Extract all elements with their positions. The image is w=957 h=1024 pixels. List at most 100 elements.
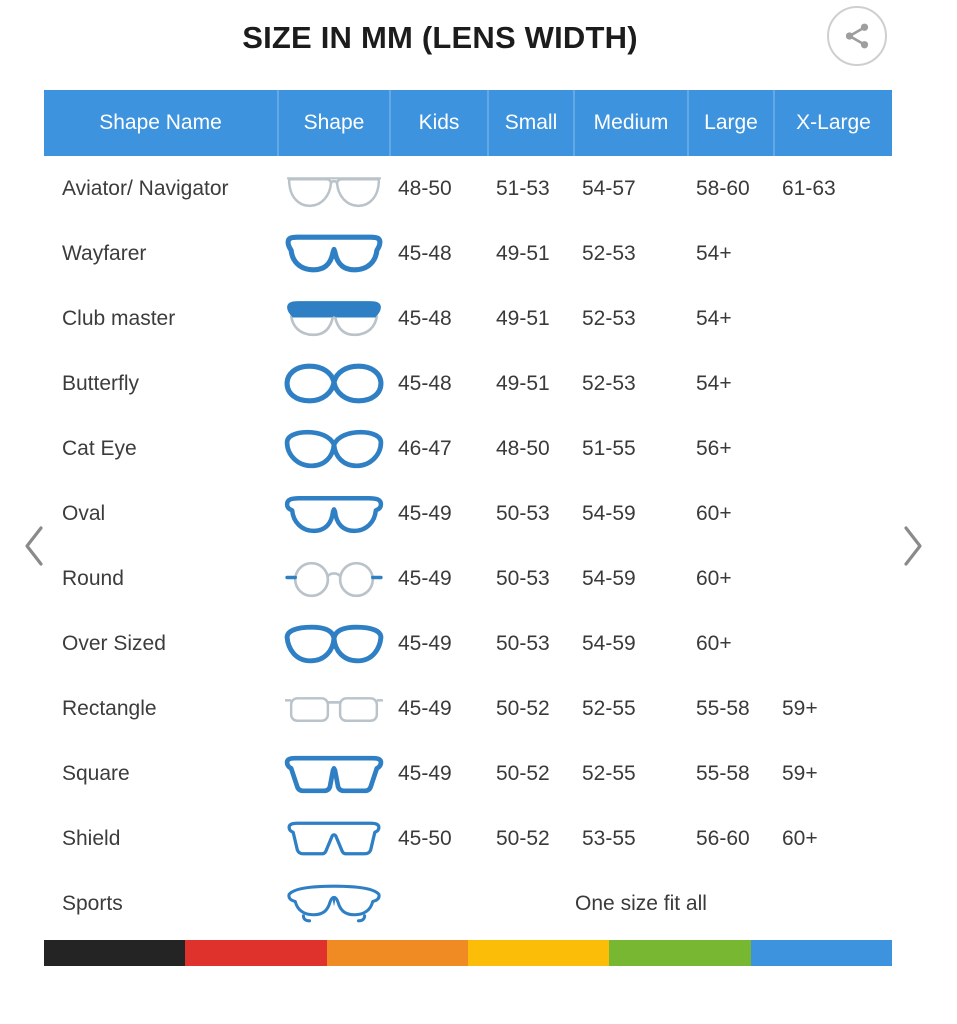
small-size-cell: 49-51 bbox=[496, 306, 550, 330]
color-bar bbox=[44, 940, 892, 966]
shape-name-cell: Club master bbox=[62, 306, 176, 330]
xlarge-size-cell bbox=[774, 481, 892, 546]
table-row: Wayfarer 45-48 49-51 52-53 54+ bbox=[44, 221, 892, 286]
oval-glasses-icon bbox=[278, 481, 390, 546]
shape-name-cell: Cat Eye bbox=[62, 436, 137, 460]
table-row: Oval 45-49 50-53 54-59 60+ bbox=[44, 481, 892, 546]
one-size-cell: One size fit all bbox=[575, 891, 707, 915]
table-row: Aviator/ Navigator 48-50 51-53 54-57 58-60 61… bbox=[44, 156, 892, 221]
large-size-cell: 60+ bbox=[696, 501, 732, 525]
column-header-shape-name: Shape Name bbox=[44, 90, 279, 156]
large-size-cell: 54+ bbox=[696, 241, 732, 265]
small-size-cell: 48-50 bbox=[496, 436, 550, 460]
size-chart-card: Shape Name Shape Kids Small Medium Large… bbox=[44, 90, 892, 936]
aviator-glasses-icon bbox=[278, 156, 390, 221]
large-size-cell: 55-58 bbox=[696, 696, 750, 720]
size-table: Shape Name Shape Kids Small Medium Large… bbox=[44, 90, 892, 936]
medium-size-cell: 52-53 bbox=[582, 371, 636, 395]
shape-name-cell: Rectangle bbox=[62, 696, 157, 720]
color-bar-segment-4 bbox=[467, 940, 610, 966]
medium-size-cell: 52-53 bbox=[582, 241, 636, 265]
medium-size-cell: 52-55 bbox=[582, 761, 636, 785]
column-header-medium: Medium bbox=[574, 90, 689, 156]
column-header-xlarge: X-Large bbox=[796, 111, 871, 134]
carousel-prev-button[interactable] bbox=[6, 516, 62, 576]
share-icon bbox=[842, 21, 872, 51]
table-row: Club master 45-48 49-51 52-53 54+ bbox=[44, 286, 892, 351]
shield-glasses-icon bbox=[278, 806, 390, 871]
large-size-cell: 54+ bbox=[696, 371, 732, 395]
table-header-row: Shape Name Shape Kids Small Medium Large… bbox=[44, 90, 892, 156]
column-header-large: Large bbox=[688, 90, 775, 156]
kids-size-cell: 45-48 bbox=[398, 306, 452, 330]
xlarge-size-cell bbox=[774, 351, 892, 416]
xlarge-size-cell: 60+ bbox=[782, 826, 818, 850]
medium-size-cell: 52-53 bbox=[582, 306, 636, 330]
table-header: Shape Name Shape Kids Small Medium Large… bbox=[44, 90, 892, 156]
shape-name-cell: Square bbox=[62, 761, 130, 785]
color-bar-segment-6 bbox=[750, 940, 892, 966]
kids-size-cell: 45-49 bbox=[398, 566, 452, 590]
shape-name-cell: Wayfarer bbox=[62, 241, 147, 265]
large-size-cell: 54+ bbox=[696, 306, 732, 330]
shape-name-cell: Oval bbox=[62, 501, 106, 525]
medium-size-cell: 53-55 bbox=[582, 826, 636, 850]
shape-name-cell: Shield bbox=[62, 826, 121, 850]
color-bar-segment-5 bbox=[609, 940, 751, 966]
xlarge-size-cell bbox=[774, 611, 892, 676]
table-row: Cat Eye 46-47 48-50 51-55 56+ bbox=[44, 416, 892, 481]
kids-size-cell: 45-49 bbox=[398, 696, 452, 720]
medium-size-cell: 54-59 bbox=[582, 501, 636, 525]
medium-size-cell: 51-55 bbox=[582, 436, 636, 460]
chevron-right-icon bbox=[900, 524, 926, 568]
table-row: Square 45-49 50-52 52-55 55-58 59+ bbox=[44, 741, 892, 806]
medium-size-cell: 54-59 bbox=[582, 566, 636, 590]
xlarge-size-cell: 61-63 bbox=[782, 176, 836, 200]
kids-size-cell: 46-47 bbox=[398, 436, 452, 460]
carousel-next-button[interactable] bbox=[885, 516, 941, 576]
kids-size-cell: 45-49 bbox=[398, 761, 452, 785]
xlarge-size-cell bbox=[774, 546, 892, 611]
column-header-kids: Kids bbox=[390, 90, 489, 156]
small-size-cell: 50-52 bbox=[496, 761, 550, 785]
medium-size-cell: 54-57 bbox=[582, 176, 636, 200]
table-row: Over Sized 45-49 50-53 54-59 60+ bbox=[44, 611, 892, 676]
table-row: Shield 45-50 50-52 53-55 56-60 60+ bbox=[44, 806, 892, 871]
column-header-small: Small bbox=[488, 90, 575, 156]
xlarge-size-cell: 59+ bbox=[782, 696, 818, 720]
sports-glasses-icon bbox=[278, 871, 390, 936]
shape-name-cell: Over Sized bbox=[62, 631, 166, 655]
color-bar-segment-2 bbox=[185, 940, 327, 966]
large-size-cell: 58-60 bbox=[696, 176, 750, 200]
large-size-cell: 56-60 bbox=[696, 826, 750, 850]
kids-size-cell: 45-49 bbox=[398, 501, 452, 525]
table-body: Aviator/ Navigator 48-50 51-53 54-57 58-60 61… bbox=[44, 156, 892, 936]
kids-size-cell: 45-48 bbox=[398, 371, 452, 395]
square-glasses-icon bbox=[278, 741, 390, 806]
butterfly-glasses-icon bbox=[278, 351, 390, 416]
large-size-cell: 60+ bbox=[696, 566, 732, 590]
shape-name-cell: Sports bbox=[62, 891, 123, 915]
small-size-cell: 50-52 bbox=[496, 826, 550, 850]
medium-size-cell: 54-59 bbox=[582, 631, 636, 655]
kids-size-cell: 45-49 bbox=[398, 631, 452, 655]
small-size-cell: 50-53 bbox=[496, 631, 550, 655]
table-row: Round 45-49 50-53 54-59 60+ bbox=[44, 546, 892, 611]
rectangle-glasses-icon bbox=[278, 676, 390, 741]
large-size-cell: 56+ bbox=[696, 436, 732, 460]
cateye-glasses-icon bbox=[278, 416, 390, 481]
shape-name-cell: Aviator/ Navigator bbox=[62, 176, 229, 200]
color-bar-segment-3 bbox=[326, 940, 468, 966]
xlarge-size-cell bbox=[774, 286, 892, 351]
oversized-glasses-icon bbox=[278, 611, 390, 676]
clubmaster-glasses-icon bbox=[278, 286, 390, 351]
share-button[interactable] bbox=[827, 6, 887, 66]
xlarge-size-cell bbox=[774, 416, 892, 481]
color-bar-segment-1 bbox=[44, 940, 186, 966]
shape-name-cell: Butterfly bbox=[62, 371, 140, 395]
large-size-cell: 60+ bbox=[696, 631, 732, 655]
wayfarer-glasses-icon bbox=[278, 221, 390, 286]
kids-size-cell: 45-50 bbox=[398, 826, 452, 850]
small-size-cell: 51-53 bbox=[496, 176, 550, 200]
